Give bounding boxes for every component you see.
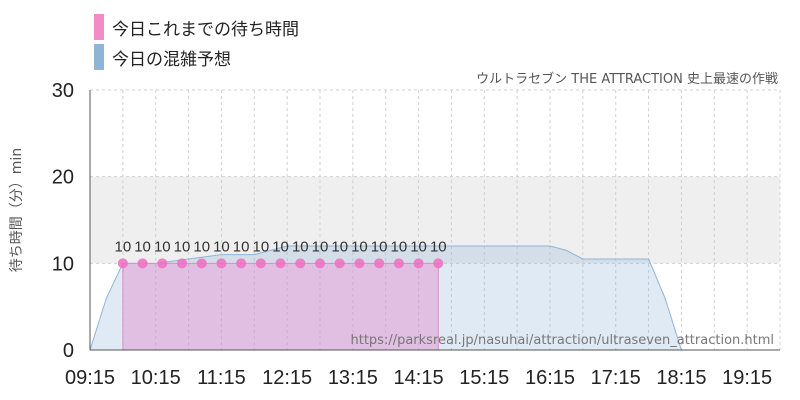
y-tick-label: 20 bbox=[52, 167, 74, 189]
data-label: 10 bbox=[193, 238, 210, 255]
legend-item-forecast[interactable]: 今日の混雑予想 bbox=[94, 42, 299, 72]
data-label: 10 bbox=[253, 238, 270, 255]
data-point bbox=[157, 258, 168, 269]
x-tick-label: 09:15 bbox=[65, 367, 115, 389]
x-tick-label: 14:15 bbox=[394, 367, 444, 389]
legend-swatch-actual bbox=[94, 14, 104, 40]
data-point bbox=[117, 258, 128, 269]
data-label: 10 bbox=[134, 238, 151, 255]
data-point bbox=[196, 258, 207, 269]
data-point bbox=[334, 258, 345, 269]
data-point bbox=[393, 258, 404, 269]
data-point bbox=[354, 258, 365, 269]
chart-subtitle: ウルトラセブン THE ATTRACTION 史上最速の作戦 bbox=[476, 72, 778, 87]
data-point bbox=[315, 258, 325, 269]
data-label: 10 bbox=[312, 238, 329, 255]
y-tick-label: 0 bbox=[63, 340, 74, 362]
data-label: 10 bbox=[272, 238, 289, 255]
data-point bbox=[433, 258, 444, 269]
x-tick-label: 11:15 bbox=[197, 367, 246, 389]
x-tick-label: 10:15 bbox=[131, 367, 181, 389]
legend-item-actual[interactable]: 今日これまでの待ち時間 bbox=[94, 12, 299, 42]
data-label: 10 bbox=[213, 238, 230, 255]
data-label: 10 bbox=[331, 238, 348, 255]
source-url: https://parksreal.jp/nasuhai/attraction/… bbox=[350, 333, 774, 348]
data-point bbox=[275, 258, 286, 269]
data-label: 10 bbox=[154, 238, 171, 255]
data-point bbox=[137, 258, 148, 269]
data-label: 10 bbox=[233, 238, 250, 255]
x-tick-label: 12:15 bbox=[262, 367, 312, 389]
data-point bbox=[177, 258, 187, 269]
legend-label-forecast: 今日の混雑予想 bbox=[112, 49, 231, 70]
legend-label-actual: 今日これまでの待ち時間 bbox=[112, 19, 299, 40]
legend-swatch-forecast bbox=[94, 44, 104, 70]
data-point bbox=[236, 258, 247, 269]
x-tick-label: 16:15 bbox=[525, 367, 575, 389]
data-label: 10 bbox=[391, 238, 408, 255]
data-label: 10 bbox=[371, 238, 388, 255]
data-point bbox=[374, 258, 385, 269]
legend: 今日これまでの待ち時間 今日の混雑予想 bbox=[94, 12, 299, 72]
data-point bbox=[295, 258, 306, 269]
data-label: 10 bbox=[292, 238, 309, 255]
x-tick-label: 17:15 bbox=[591, 367, 641, 389]
data-label: 10 bbox=[115, 238, 132, 255]
data-point bbox=[255, 258, 266, 269]
data-point bbox=[216, 258, 227, 269]
y-tick-label: 30 bbox=[52, 80, 74, 102]
data-label: 10 bbox=[410, 238, 427, 255]
x-tick-label: 13:15 bbox=[328, 367, 378, 389]
x-tick-label: 19:15 bbox=[722, 367, 772, 389]
highlight-band bbox=[90, 176, 780, 264]
x-tick-label: 18:15 bbox=[656, 367, 706, 389]
y-tick-label: 10 bbox=[52, 253, 74, 275]
data-label: 10 bbox=[174, 238, 191, 255]
data-point bbox=[413, 258, 424, 269]
x-tick-label: 15:15 bbox=[459, 367, 509, 389]
data-label: 10 bbox=[351, 238, 368, 255]
data-label: 10 bbox=[430, 238, 447, 255]
